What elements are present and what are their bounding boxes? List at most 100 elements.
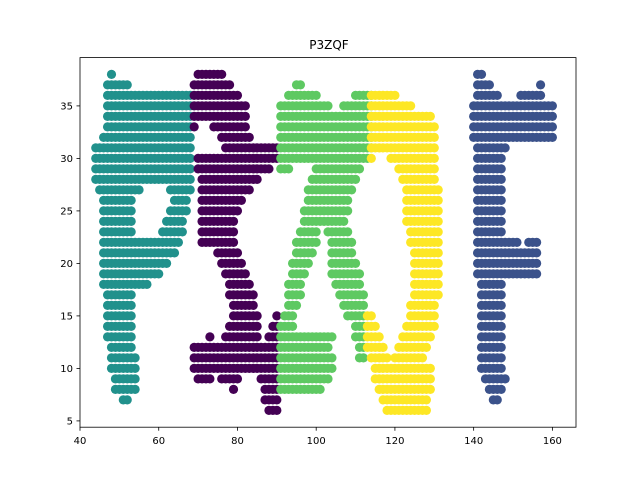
point-F-160-32 [547, 132, 557, 142]
point-F-147-18 [496, 279, 506, 289]
point-F-151-22 [512, 237, 522, 247]
point-Z-96-18 [295, 279, 306, 289]
point-Z-97-19 [299, 269, 309, 279]
point-F-147-26 [496, 195, 506, 205]
x-tick-label: 40 [74, 436, 87, 447]
point-3-83-27 [244, 185, 254, 195]
y-tick-label: 10 [60, 364, 73, 375]
point-P-53-25 [126, 206, 136, 216]
point-P-53-24 [126, 216, 136, 226]
x-tick-label: 60 [152, 436, 165, 447]
point-Z-108-25 [343, 206, 353, 216]
chart-title: P3ZQF [309, 38, 349, 52]
point-P-53-15 [126, 311, 136, 321]
point-F-147-29 [496, 164, 506, 174]
point-F-147-30 [496, 153, 506, 163]
series-P [91, 69, 195, 405]
point-Q-120-36 [390, 90, 400, 100]
point-P-53-13 [126, 332, 136, 342]
point-3-81-20 [236, 258, 246, 268]
point-Z-108-23 [343, 227, 353, 237]
point-F-160-33 [547, 122, 557, 132]
x-tick-label: 80 [231, 436, 244, 447]
point-F-160-34 [547, 111, 557, 121]
point-3-81-26 [236, 195, 246, 205]
point-Q-130-29 [429, 164, 439, 174]
point-P-55-27 [134, 185, 144, 195]
point-F-147-8 [496, 384, 506, 394]
point-P-68-32 [185, 132, 195, 142]
point-F-156-20 [532, 258, 542, 268]
point-P-53-16 [126, 300, 136, 310]
point-3-69-33 [189, 122, 199, 132]
point-Z-104-10 [327, 363, 337, 373]
point-P-64-21 [169, 248, 180, 258]
point-Q-128-6 [421, 405, 432, 415]
point-Q-116-13 [374, 332, 384, 342]
point-3-82-34 [240, 111, 250, 121]
point-Q-130-15 [429, 311, 439, 321]
point-Z-100-22 [311, 237, 321, 247]
series-F [469, 69, 557, 405]
point-Q-114-15 [366, 311, 376, 321]
point-Q-131-21 [433, 248, 443, 258]
y-tick-label: 20 [60, 259, 73, 270]
point-P-53-14 [126, 321, 136, 331]
point-F-156-21 [532, 248, 542, 258]
point-F-156-22 [532, 237, 542, 247]
point-Z-112-11 [358, 353, 369, 363]
point-Z-95-16 [291, 300, 302, 310]
point-Q-130-14 [429, 321, 439, 331]
point-3-82-33 [240, 122, 250, 132]
point-Q-118-11 [382, 353, 392, 363]
point-Q-130-16 [429, 300, 439, 310]
point-F-160-35 [547, 101, 557, 111]
point-Q-131-25 [433, 206, 443, 216]
point-P-52-37 [122, 80, 132, 90]
point-Q-114-30 [366, 153, 376, 163]
point-F-147-16 [496, 300, 506, 310]
point-F-148-31 [500, 143, 510, 153]
point-3-79-24 [228, 216, 239, 226]
point-Z-109-27 [347, 185, 357, 195]
point-P-53-17 [126, 290, 136, 300]
series-Z [276, 80, 376, 394]
point-F-144-37 [484, 80, 494, 90]
point-Q-129-8 [425, 384, 435, 394]
point-P-67-26 [181, 195, 191, 205]
point-P-66-23 [177, 227, 187, 237]
x-tick-label: 100 [307, 436, 326, 447]
point-Z-96-17 [295, 290, 306, 300]
x-tick-label: 160 [543, 436, 562, 447]
point-3-80-25 [232, 206, 243, 216]
point-Q-127-11 [417, 353, 428, 363]
point-3-84-16 [248, 300, 258, 310]
point-3-82-35 [240, 101, 250, 111]
point-Z-111-29 [354, 164, 365, 174]
point-Q-129-9 [425, 374, 435, 384]
point-Z-108-26 [343, 195, 353, 205]
point-Z-107-24 [339, 216, 349, 226]
point-3-83-32 [244, 132, 254, 142]
point-3-76-38 [217, 69, 227, 79]
point-Q-128-7 [421, 395, 432, 405]
point-P-68-31 [185, 143, 195, 153]
point-F-146-7 [492, 395, 502, 405]
point-Z-109-21 [347, 248, 357, 258]
point-F-157-37 [535, 80, 546, 90]
point-P-53-26 [126, 195, 136, 205]
point-Q-131-23 [433, 227, 443, 237]
point-Z-93-29 [284, 164, 294, 174]
point-P-53-23 [126, 227, 136, 237]
point-Q-130-31 [429, 143, 439, 153]
point-3-78-37 [224, 80, 235, 90]
y-tick-label: 35 [60, 101, 73, 112]
scatter-points [91, 69, 557, 415]
point-3-73-9 [205, 374, 215, 384]
point-Q-130-28 [429, 174, 439, 184]
point-P-68-27 [185, 185, 195, 195]
point-F-147-13 [496, 332, 506, 342]
point-3-80-21 [232, 248, 243, 258]
plot-frame [79, 57, 577, 428]
point-Z-112-16 [358, 300, 369, 310]
